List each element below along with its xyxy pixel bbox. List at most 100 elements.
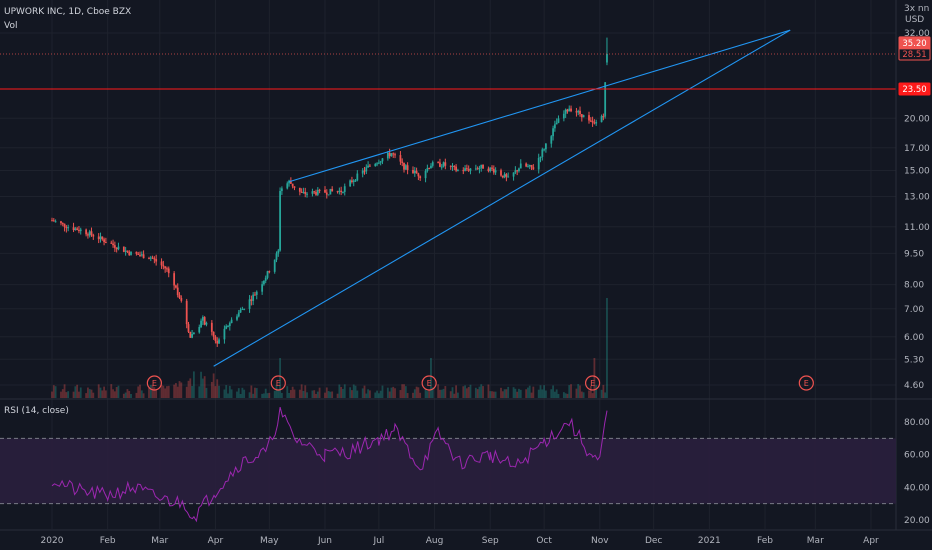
volume-bar xyxy=(545,390,547,398)
volume-bar xyxy=(604,392,607,398)
wedge-trendline[interactable] xyxy=(288,29,791,183)
candle-body xyxy=(376,163,378,165)
candle-body xyxy=(148,258,150,260)
candle-body xyxy=(392,153,395,155)
volume-bar xyxy=(528,385,531,398)
earnings-marker[interactable] xyxy=(421,375,437,391)
volume-bar xyxy=(311,390,314,398)
candle-body xyxy=(368,165,371,167)
rsi-label: RSI (14, close) xyxy=(4,406,69,416)
volume-bar xyxy=(90,389,93,398)
candle-body xyxy=(263,280,265,285)
earnings-marker[interactable] xyxy=(270,375,286,391)
volume-bar xyxy=(439,389,441,398)
earnings-marker[interactable] xyxy=(146,375,162,391)
volume-bar xyxy=(415,386,418,398)
candle-body xyxy=(261,284,264,292)
candle-body xyxy=(512,172,515,177)
candle-body xyxy=(367,165,369,168)
candle-body xyxy=(444,162,447,166)
time-tick-label: Mar xyxy=(807,536,824,546)
candle-body xyxy=(507,176,510,178)
volume-bar xyxy=(519,389,522,398)
earnings-marker[interactable] xyxy=(798,375,814,391)
candle-body xyxy=(363,170,366,172)
candle-body xyxy=(329,188,332,195)
volume-bar xyxy=(67,391,70,398)
volume-label: Vol xyxy=(4,21,17,31)
candle-body xyxy=(374,163,377,167)
volume-bar xyxy=(115,387,118,398)
candle-body xyxy=(555,122,558,125)
volume-bar xyxy=(593,358,596,398)
candle-body xyxy=(606,53,608,63)
candle-body xyxy=(236,316,238,320)
candle-body xyxy=(518,168,520,172)
volume-bar xyxy=(577,384,580,398)
trendlines[interactable] xyxy=(213,29,791,367)
volume-bar xyxy=(313,390,316,398)
volume-bar xyxy=(79,387,82,398)
candle-body xyxy=(338,190,341,192)
candle-body xyxy=(228,323,231,327)
candle-body xyxy=(415,170,418,174)
candle-body xyxy=(600,116,603,123)
volume-bar xyxy=(325,387,328,398)
volume-bar xyxy=(72,391,75,398)
candle-body xyxy=(279,190,281,251)
volume-bar xyxy=(390,387,393,398)
volume-bar xyxy=(112,389,114,398)
volume-bar xyxy=(602,384,605,398)
candle-body xyxy=(315,192,317,195)
volume-bar xyxy=(293,389,296,398)
candle-body xyxy=(273,259,276,272)
candle-body xyxy=(476,168,479,170)
price-tick-label: 6.00 xyxy=(904,333,924,343)
volume-bar xyxy=(302,390,305,398)
volume-bar xyxy=(553,391,556,398)
candle-body xyxy=(379,161,382,163)
candle-body xyxy=(187,324,190,332)
candle-body xyxy=(78,229,80,232)
volume-bar xyxy=(444,386,447,398)
candle-body xyxy=(110,242,113,244)
candle-body xyxy=(200,320,202,328)
volume-bar xyxy=(361,388,364,398)
candle-body xyxy=(430,165,432,169)
volume-bar xyxy=(539,385,542,398)
volume-bar xyxy=(200,371,202,398)
volume-bar xyxy=(566,393,569,398)
candle-body xyxy=(388,152,391,157)
candle-body xyxy=(404,165,407,170)
candle-body xyxy=(239,309,242,313)
earnings-marker[interactable] xyxy=(584,375,601,391)
volume-bar xyxy=(65,392,68,398)
candle-body xyxy=(494,170,497,173)
scale-label[interactable]: 3x nn xyxy=(904,4,929,14)
candle-body xyxy=(67,227,70,229)
volume-bar xyxy=(340,386,343,398)
wedge-trendline[interactable] xyxy=(213,29,791,367)
candle-body xyxy=(351,180,353,182)
volume-bar xyxy=(210,381,213,398)
currency-label[interactable]: USD xyxy=(905,15,924,25)
volume-bar xyxy=(289,390,292,398)
candle-body xyxy=(575,111,578,113)
candle-body xyxy=(175,285,177,288)
candle-body xyxy=(87,234,89,236)
time-tick-label: Apr xyxy=(208,536,224,546)
volume-bar xyxy=(482,386,484,398)
candle-body xyxy=(266,271,269,278)
candle-body xyxy=(480,164,483,168)
volume-bar xyxy=(117,385,120,398)
volume-bar xyxy=(139,384,141,398)
candle-body xyxy=(489,167,492,172)
candle-body xyxy=(241,308,244,310)
volume-bar xyxy=(449,391,452,398)
volume-bar xyxy=(239,393,242,398)
candle-body xyxy=(579,110,581,115)
candle-body xyxy=(381,158,384,162)
